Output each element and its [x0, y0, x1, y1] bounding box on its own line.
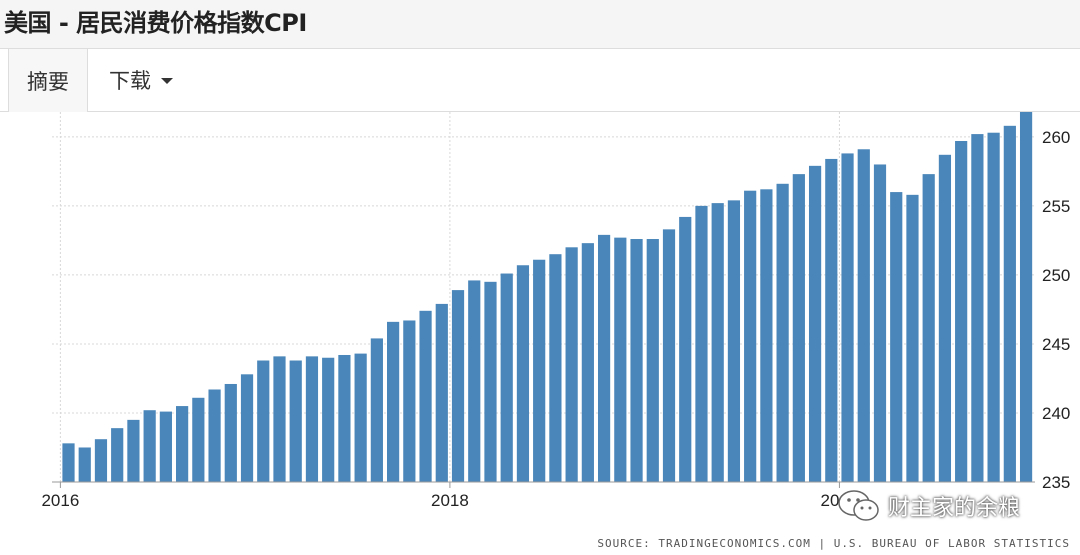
bar	[387, 321, 400, 482]
bar	[565, 247, 578, 482]
y-tick-label: 240	[1042, 404, 1070, 423]
bar	[240, 374, 254, 482]
bar	[192, 397, 205, 482]
bar	[338, 354, 351, 482]
y-tick-label: 235	[1042, 473, 1070, 492]
bar	[679, 216, 692, 482]
x-tick-label: 2018	[431, 491, 469, 510]
bar	[533, 259, 546, 482]
bar	[208, 389, 221, 482]
bar	[776, 183, 789, 482]
bar	[727, 200, 741, 482]
bar	[955, 140, 968, 482]
y-tick-label: 260	[1042, 128, 1070, 147]
bar	[971, 134, 984, 483]
bar	[1003, 125, 1016, 482]
bar	[143, 410, 156, 482]
bar	[451, 290, 465, 482]
y-tick-label: 245	[1042, 335, 1070, 354]
cpi-bar-chart: 235240245250255260201620182020	[41, 112, 1070, 510]
bar	[370, 338, 383, 482]
bar	[127, 419, 140, 482]
watermark-text: 财主家的余粮	[888, 496, 1021, 521]
bar	[857, 149, 870, 482]
bar	[289, 360, 302, 482]
bar	[516, 265, 530, 482]
tabs-bar: 摘要 下载	[0, 49, 1080, 112]
bar	[224, 383, 237, 482]
bar	[159, 411, 172, 482]
bar	[711, 203, 724, 483]
bar	[549, 254, 562, 482]
page-title: 美国 - 居民消费价格指数CPI	[4, 9, 307, 37]
bar	[744, 190, 757, 482]
bar	[500, 273, 513, 482]
source-note: SOURCE: TRADINGECONOMICS.COM | U.S. BURE…	[597, 537, 1070, 550]
bar	[354, 353, 367, 482]
bar	[695, 205, 708, 482]
bar	[890, 192, 903, 482]
tab-download[interactable]: 下载	[96, 49, 186, 111]
title-bar: 美国 - 居民消费价格指数CPI	[0, 0, 1080, 49]
tab-summary[interactable]: 摘要	[8, 49, 88, 112]
bar	[841, 153, 854, 482]
watermark: 财主家的余粮	[836, 488, 1020, 524]
tab-download-label: 下载	[109, 69, 151, 93]
bar	[760, 189, 773, 483]
bar	[906, 194, 919, 482]
bar	[646, 239, 659, 482]
bar	[1019, 112, 1033, 482]
bar	[662, 229, 676, 482]
bar	[322, 357, 335, 482]
bar	[78, 447, 91, 482]
bar	[257, 360, 270, 482]
wechat-icon	[838, 490, 879, 521]
y-tick-label: 255	[1042, 197, 1070, 216]
bar	[468, 280, 481, 482]
bar	[484, 281, 497, 482]
bar	[94, 439, 108, 482]
bar	[938, 154, 952, 482]
x-tick-label: 2016	[41, 491, 79, 510]
bar	[435, 303, 448, 482]
bar	[873, 164, 887, 482]
bar	[825, 158, 838, 482]
caret-down-icon	[161, 78, 173, 84]
bar	[273, 356, 286, 482]
bar	[792, 174, 805, 482]
bar	[614, 237, 627, 482]
bar	[176, 406, 189, 482]
chart-grid	[52, 112, 1035, 488]
bar	[630, 239, 643, 482]
bar	[581, 243, 594, 482]
bar	[922, 174, 935, 482]
bar	[111, 428, 124, 482]
bar	[419, 310, 432, 482]
bar	[808, 165, 822, 482]
bar	[597, 234, 611, 482]
y-tick-label: 250	[1042, 266, 1070, 285]
chart-bars	[62, 112, 1033, 483]
bar	[987, 132, 1000, 482]
bar	[305, 356, 319, 482]
tab-summary-label: 摘要	[27, 69, 69, 94]
bar	[62, 443, 75, 482]
bar	[403, 320, 416, 482]
